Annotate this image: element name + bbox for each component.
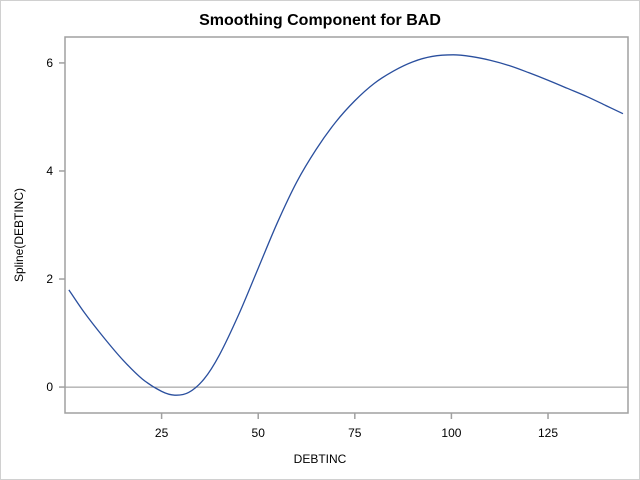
y-tick-label: 4 (46, 164, 53, 178)
x-tick-label: 50 (252, 426, 266, 440)
x-tick-label: 100 (441, 426, 461, 440)
x-tick-label: 125 (538, 426, 558, 440)
y-tick-label: 2 (46, 272, 53, 286)
y-tick-label: 6 (46, 56, 53, 70)
x-tick-label: 75 (348, 426, 362, 440)
chart-title: Smoothing Component for BAD (199, 12, 441, 29)
spline-curve (68, 54, 624, 396)
x-axis-label: DEBTINC (293, 452, 347, 466)
plot-frame (64, 36, 629, 414)
axes: 0 2 4 6 25 50 75 100 125 (46, 36, 629, 440)
y-tick-label: 0 (46, 380, 53, 394)
x-tick-label: 25 (155, 426, 169, 440)
